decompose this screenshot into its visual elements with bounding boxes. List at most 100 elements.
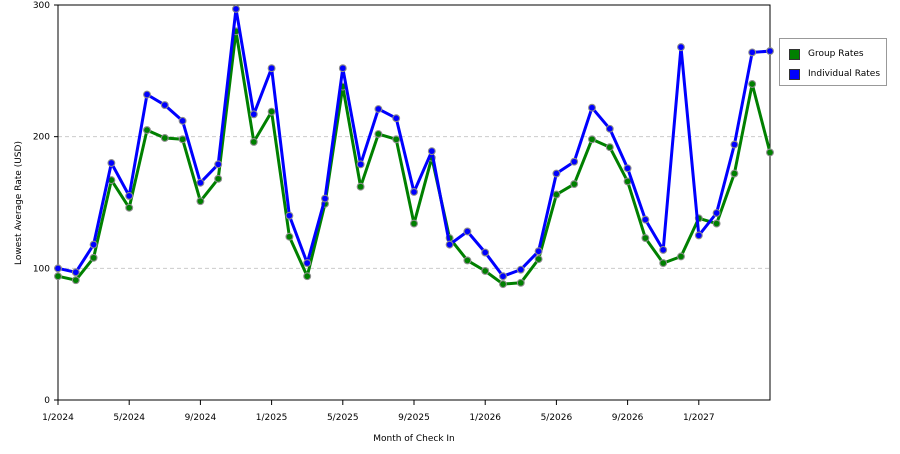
x-tick-label: 1/2025 bbox=[256, 413, 288, 423]
data-point-group-rates bbox=[534, 255, 543, 264]
data-point-individual-rates bbox=[694, 231, 703, 240]
data-point-individual-rates bbox=[427, 147, 436, 156]
x-tick-label: 1/2024 bbox=[42, 413, 74, 423]
series-individual-rates bbox=[54, 4, 774, 281]
data-point-group-rates bbox=[125, 203, 134, 212]
data-point-group-rates bbox=[143, 126, 151, 135]
tick-label-layer: 0 100 200 300 1/2024 5/2024 9/2024 1/2025 5/2025… bbox=[33, 1, 715, 423]
data-point-individual-rates bbox=[143, 90, 151, 99]
x-tick-label: 1/2027 bbox=[683, 413, 715, 423]
chart-legend: Group Rates Individual Rates bbox=[779, 38, 887, 86]
data-point-group-rates bbox=[356, 182, 365, 191]
data-point-individual-rates bbox=[356, 160, 365, 169]
y-tick-label: 200 bbox=[33, 133, 50, 143]
y-tick-label: 300 bbox=[33, 1, 50, 11]
data-point-group-rates bbox=[570, 180, 579, 189]
data-point-individual-rates bbox=[588, 103, 596, 112]
data-point-group-rates bbox=[160, 134, 169, 142]
data-point-group-rates bbox=[463, 256, 472, 265]
plot-area-frame bbox=[57, 4, 771, 401]
data-point-individual-rates bbox=[748, 48, 757, 57]
data-point-individual-rates bbox=[481, 248, 490, 257]
data-point-group-rates bbox=[54, 272, 62, 281]
data-point-group-rates bbox=[374, 130, 383, 138]
legend-label-group-rates: Group Rates bbox=[808, 49, 864, 59]
data-point-group-rates bbox=[712, 219, 721, 228]
data-point-individual-rates bbox=[516, 265, 525, 274]
data-point-individual-rates bbox=[445, 240, 454, 249]
data-point-group-rates bbox=[641, 234, 650, 243]
y-tick-label: 100 bbox=[33, 264, 50, 274]
y-axis-title: Lowest Average Rate (USD) bbox=[14, 141, 24, 265]
legend-label-individual-rates: Individual Rates bbox=[808, 69, 881, 79]
x-tick-label: 9/2024 bbox=[185, 413, 217, 423]
x-tick-label: 1/2026 bbox=[469, 413, 501, 423]
data-point-individual-rates bbox=[160, 101, 169, 110]
data-point-individual-rates bbox=[338, 64, 347, 73]
data-point-individual-rates bbox=[641, 215, 650, 224]
data-point-individual-rates bbox=[321, 194, 329, 203]
x-tick-label: 5/2024 bbox=[113, 413, 145, 423]
data-point-group-rates bbox=[285, 232, 294, 241]
data-point-group-rates bbox=[659, 259, 668, 268]
data-point-individual-rates bbox=[303, 259, 312, 268]
data-point-group-rates bbox=[178, 135, 187, 144]
data-point-group-rates bbox=[267, 107, 276, 116]
legend-item-group-rates: Group Rates bbox=[789, 47, 864, 61]
x-tick-label: 9/2025 bbox=[398, 413, 430, 423]
data-point-individual-rates bbox=[552, 169, 561, 178]
data-point-group-rates bbox=[677, 252, 685, 261]
legend-swatch-group-rates bbox=[789, 48, 800, 60]
series-layer bbox=[54, 4, 774, 289]
data-point-individual-rates bbox=[392, 114, 401, 123]
data-point-group-rates bbox=[303, 272, 312, 281]
data-point-individual-rates bbox=[125, 191, 134, 200]
data-point-individual-rates bbox=[677, 43, 685, 52]
data-point-individual-rates bbox=[766, 47, 774, 56]
axes-layer bbox=[54, 4, 771, 405]
data-point-group-rates bbox=[730, 169, 739, 178]
data-point-group-rates bbox=[89, 253, 98, 262]
data-point-individual-rates bbox=[659, 245, 668, 254]
data-point-individual-rates bbox=[712, 209, 721, 217]
x-tick-label: 9/2026 bbox=[612, 413, 644, 423]
data-point-group-rates bbox=[196, 197, 205, 206]
data-point-individual-rates bbox=[534, 247, 543, 256]
data-point-group-rates bbox=[410, 219, 418, 228]
data-point-group-rates bbox=[516, 278, 525, 287]
data-point-individual-rates bbox=[54, 264, 62, 273]
data-point-individual-rates bbox=[249, 110, 258, 119]
data-point-individual-rates bbox=[232, 4, 240, 13]
data-point-individual-rates bbox=[267, 64, 276, 73]
data-point-individual-rates bbox=[71, 268, 80, 277]
legend-item-individual-rates: Individual Rates bbox=[789, 67, 880, 81]
data-point-group-rates bbox=[605, 143, 614, 152]
data-point-group-rates bbox=[748, 80, 757, 88]
data-point-individual-rates bbox=[196, 178, 205, 187]
data-point-group-rates bbox=[499, 280, 507, 289]
data-point-individual-rates bbox=[214, 160, 223, 169]
x-axis-title: Month of Check In bbox=[373, 434, 455, 444]
series-line-individual-rates bbox=[56, 7, 772, 278]
data-point-individual-rates bbox=[89, 240, 98, 249]
x-tick-label: 5/2025 bbox=[327, 413, 359, 423]
data-point-individual-rates bbox=[463, 227, 472, 236]
x-tick-label: 5/2026 bbox=[541, 413, 573, 423]
data-point-individual-rates bbox=[410, 188, 418, 196]
data-point-individual-rates bbox=[623, 164, 632, 173]
y-tick-label: 0 bbox=[44, 396, 50, 406]
data-point-group-rates bbox=[766, 148, 774, 157]
data-point-individual-rates bbox=[107, 159, 116, 167]
data-point-individual-rates bbox=[605, 124, 614, 133]
data-point-group-rates bbox=[214, 174, 223, 183]
data-point-group-rates bbox=[588, 135, 596, 144]
data-point-individual-rates bbox=[730, 140, 739, 149]
data-point-individual-rates bbox=[570, 157, 579, 166]
legend-swatch-individual-rates bbox=[789, 68, 800, 80]
data-point-individual-rates bbox=[499, 272, 507, 281]
data-point-individual-rates bbox=[374, 105, 383, 113]
data-point-group-rates bbox=[481, 267, 490, 275]
data-point-group-rates bbox=[552, 190, 561, 199]
